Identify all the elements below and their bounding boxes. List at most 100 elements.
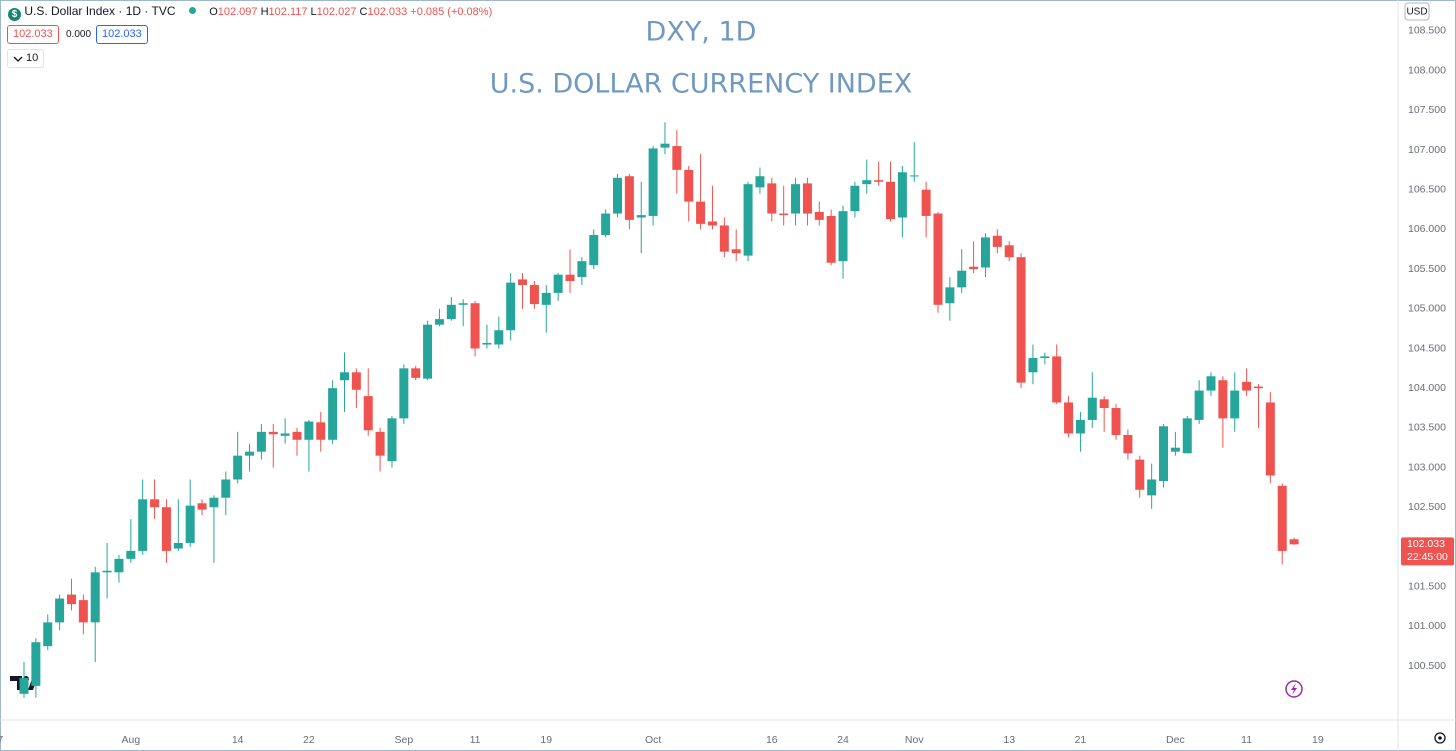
x-tick-label: Oct (645, 734, 661, 746)
candle-body (1123, 435, 1133, 454)
candle-body (541, 292, 551, 305)
candle-body (245, 451, 255, 456)
candle-body (1159, 426, 1169, 482)
candle-body (126, 550, 136, 559)
candle-body (909, 175, 919, 177)
y-tick-label: 107.500 (1408, 104, 1446, 116)
candle-body (719, 225, 729, 252)
candle-body (696, 201, 706, 224)
candle-body (684, 169, 694, 202)
candle-body (161, 507, 171, 551)
candle-body (19, 677, 29, 694)
candle-body (1052, 356, 1062, 403)
legend-label: H (260, 6, 269, 18)
candle-body (779, 213, 789, 216)
x-tick-label: 21 (1075, 734, 1087, 746)
candle-body (886, 181, 896, 220)
candle-body (1040, 356, 1050, 359)
candle-body (672, 146, 682, 170)
y-tick-label: 102.500 (1408, 501, 1446, 513)
candle-body (1218, 380, 1228, 419)
y-tick-label: 108.000 (1408, 64, 1446, 76)
candles (19, 122, 1299, 698)
countdown: 22:45:00 (1407, 551, 1448, 563)
candle-body (529, 284, 539, 305)
currency-box[interactable] (1404, 2, 1430, 21)
candle-body (304, 421, 314, 440)
symbol-icon: $ (8, 8, 21, 21)
legend-value: 102.097 (217, 6, 258, 18)
candle-body (1135, 459, 1145, 490)
x-tick-label: 22 (303, 734, 315, 746)
candle-body (90, 572, 100, 623)
candle-body (268, 431, 278, 435)
y-tick-label: 105.500 (1408, 263, 1446, 275)
y-tick-label: 101.000 (1408, 620, 1446, 632)
y-tick-label: 104.000 (1408, 382, 1446, 394)
candle-body (363, 396, 373, 431)
settings-icon[interactable] (1434, 732, 1446, 744)
legend-value: 102.033 (367, 6, 408, 18)
candle-body (518, 279, 528, 285)
legend-value: 102.117 (268, 6, 308, 18)
y-tick-label: 106.500 (1408, 184, 1446, 196)
candle-body (874, 180, 884, 182)
candle-body (470, 303, 480, 349)
y-tick-label: 103.000 (1408, 461, 1446, 473)
candle-body (992, 235, 1002, 247)
candle-body (636, 215, 646, 218)
candle-body (1075, 419, 1085, 434)
candle-body (565, 274, 575, 282)
chevron-icon (13, 56, 23, 62)
candle-body (102, 570, 112, 573)
currency[interactable]: USD (1406, 7, 1427, 18)
candle-body (921, 189, 931, 216)
legend-label: C (359, 6, 368, 18)
candle-body (1087, 397, 1097, 420)
candle-body (613, 177, 622, 214)
sell-price[interactable]: 102.033 (7, 25, 59, 44)
candle-body (660, 143, 670, 148)
x-tick-label: 11 (470, 734, 481, 746)
candle-body (1253, 386, 1263, 389)
candle-body (1265, 402, 1275, 476)
candle-body (292, 431, 302, 440)
candle-body (945, 287, 955, 304)
candle-body (434, 319, 444, 325)
candle-body (553, 274, 563, 293)
legend-change: +0.085 (+0.08%) (410, 6, 493, 18)
candle-body (980, 237, 990, 268)
symbol[interactable]: U.S. Dollar Index · 1D · TVC (24, 4, 176, 18)
candle-body (1147, 479, 1157, 496)
candle-body (31, 642, 41, 686)
candle-body (114, 558, 124, 573)
x-tick-label: 7 (0, 734, 3, 746)
chart-title: DXY, 1D (646, 17, 757, 48)
price-label-box (1401, 537, 1454, 566)
candle-body (138, 499, 148, 551)
price-label: 102.033 (1407, 538, 1445, 550)
candle-body (1277, 485, 1287, 551)
candle-body (399, 368, 409, 419)
y-tick-label: 108.500 (1408, 25, 1446, 37)
candle-body (850, 185, 860, 212)
y-tick-label: 101.500 (1408, 580, 1446, 592)
candle-body (1230, 390, 1240, 419)
legend-value: 102.027 (316, 6, 357, 18)
candle-body (707, 221, 717, 226)
indicator-toggle[interactable]: 10 (7, 49, 45, 68)
candle-body (802, 183, 812, 214)
x-tick-label: 19 (540, 734, 552, 746)
candle-body (743, 184, 753, 256)
candle-body (458, 303, 468, 305)
buy-price[interactable]: 102.033 (96, 25, 148, 44)
candle-body (506, 282, 516, 331)
candle-body (78, 600, 88, 623)
candle-body (1206, 376, 1216, 391)
candle-body (494, 330, 504, 345)
x-tick-label: 11 (1241, 734, 1252, 746)
candle-body (233, 455, 243, 480)
alert-icon[interactable] (1285, 680, 1303, 698)
candle-body (66, 594, 76, 605)
candle-body (411, 368, 421, 378)
